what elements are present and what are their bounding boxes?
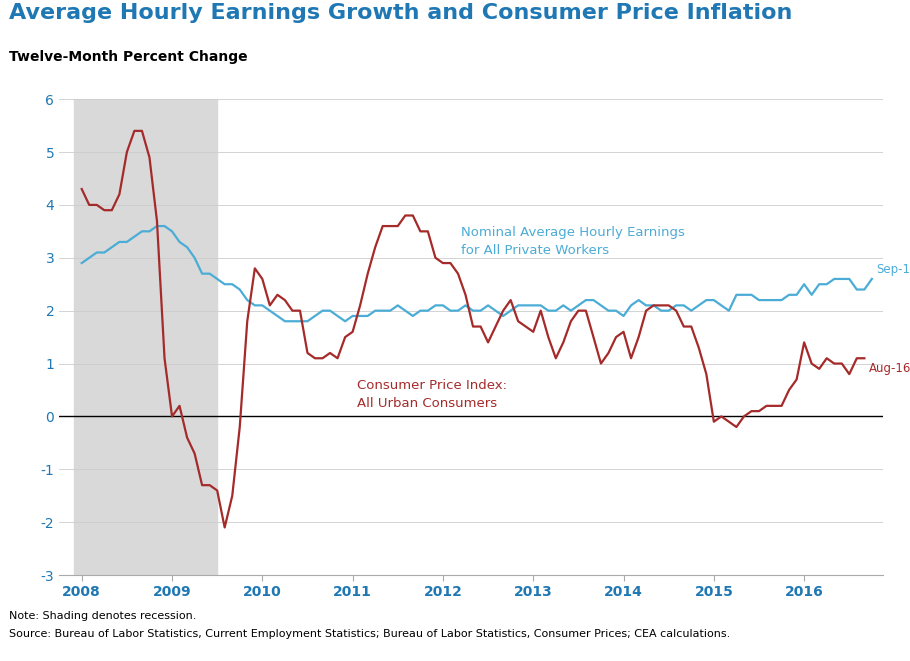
Text: Nominal Average Hourly Earnings
for All Private Workers: Nominal Average Hourly Earnings for All … bbox=[461, 227, 685, 257]
Text: Sep-16: Sep-16 bbox=[876, 263, 910, 276]
Text: Source: Bureau of Labor Statistics, Current Employment Statistics; Bureau of Lab: Source: Bureau of Labor Statistics, Curr… bbox=[9, 629, 731, 639]
Text: Twelve-Month Percent Change: Twelve-Month Percent Change bbox=[9, 50, 248, 63]
Text: Average Hourly Earnings Growth and Consumer Price Inflation: Average Hourly Earnings Growth and Consu… bbox=[9, 3, 793, 23]
Text: Aug-16: Aug-16 bbox=[869, 362, 910, 375]
Text: Note: Shading denotes recession.: Note: Shading denotes recession. bbox=[9, 611, 197, 621]
Bar bbox=[75, 99, 217, 575]
Text: Consumer Price Index:
All Urban Consumers: Consumer Price Index: All Urban Consumer… bbox=[357, 379, 507, 410]
